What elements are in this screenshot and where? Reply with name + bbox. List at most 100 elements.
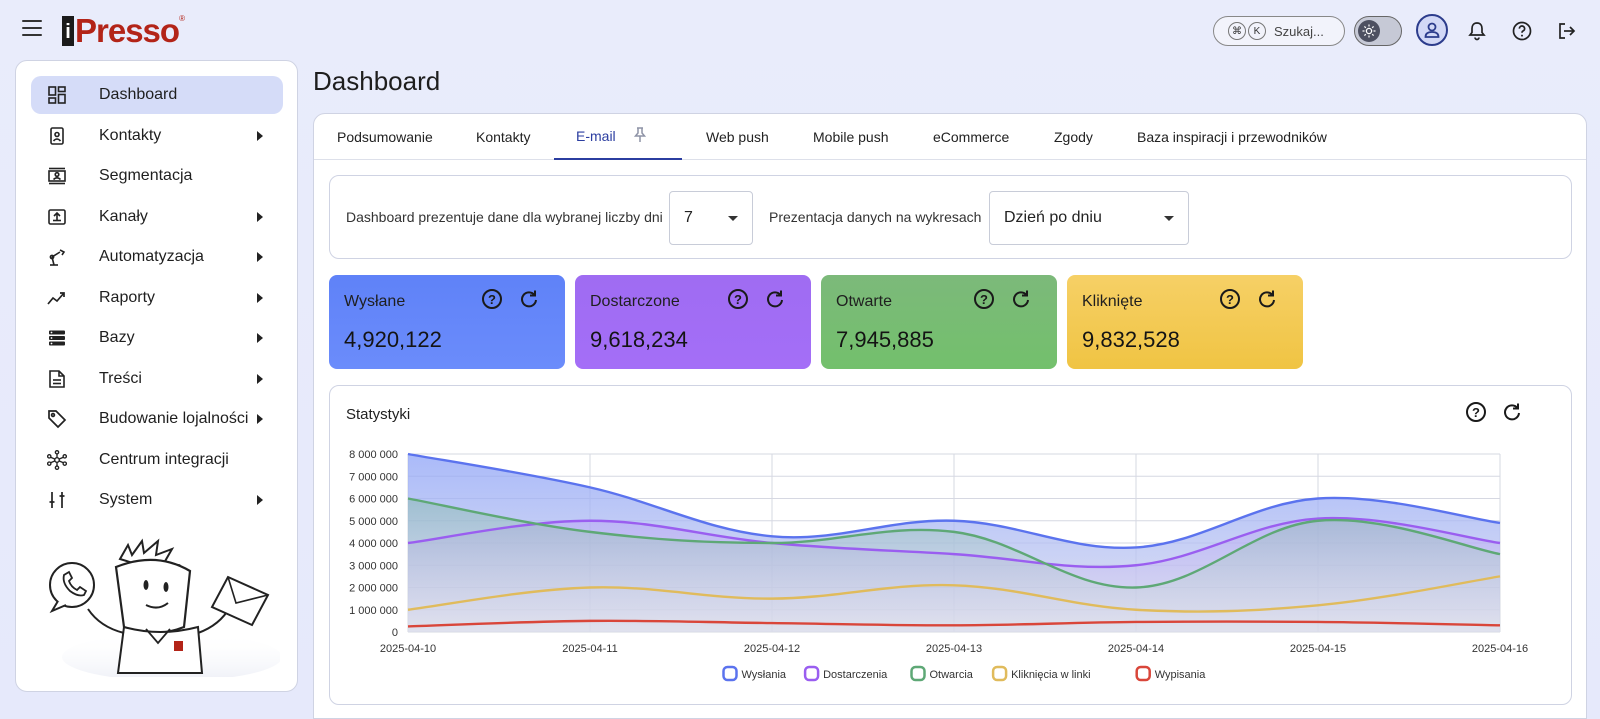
- sidebar-item-segmentacja[interactable]: Segmentacja: [31, 157, 283, 195]
- pin-icon[interactable]: [633, 126, 646, 146]
- help-icon[interactable]: ?: [974, 289, 994, 309]
- sidebar-item-label: Dashboard: [99, 86, 178, 103]
- refresh-icon[interactable]: [519, 289, 539, 314]
- sidebar-item-dashboard[interactable]: Dashboard: [31, 76, 283, 114]
- series-line-dostarczenia: [407, 516, 1501, 569]
- ipresso-logo[interactable]: i Presso ®: [62, 10, 185, 47]
- help-button[interactable]: [1507, 16, 1537, 46]
- series-line-klikni-cia-w-linki: [407, 575, 1501, 613]
- stat-value: 9,832,528: [1082, 327, 1180, 352]
- stat-title: Wysłane: [344, 293, 406, 310]
- help-icon[interactable]: ?: [1220, 289, 1240, 309]
- sidebar-item-label: Bazy: [99, 329, 135, 346]
- presentation-value: Dzień po dniu: [1004, 209, 1102, 226]
- help-icon[interactable]: ?: [1466, 402, 1486, 422]
- stat-value: 7,945,885: [836, 327, 934, 352]
- segmentation-icon: [47, 166, 67, 186]
- integration-icon: [47, 449, 67, 471]
- series-area-otwarcia: [408, 498, 1500, 632]
- y-tick-label: 4 000 000: [349, 538, 398, 550]
- tab-label: E-mail: [576, 128, 616, 144]
- sidebar-item-kontakty[interactable]: Kontakty: [31, 117, 283, 155]
- sidebar-item-bazy[interactable]: Bazy: [31, 319, 283, 357]
- sidebar-item-system[interactable]: System: [31, 481, 283, 519]
- sidebar-item-raporty[interactable]: Raporty: [31, 279, 283, 317]
- sidebar-item-label: Raporty: [99, 289, 156, 306]
- hamburger-menu-icon[interactable]: [22, 20, 42, 36]
- user-icon: [1424, 22, 1440, 38]
- days-label: Dashboard prezentuje dane dla wybranej l…: [346, 209, 663, 225]
- contacts-icon: [47, 126, 67, 146]
- stat-card-dostarczone: Dostarczone ? 9,618,234: [575, 275, 811, 369]
- search-label: Szukaj...: [1274, 23, 1324, 39]
- trend-icon: [47, 288, 67, 308]
- logout-icon: [1559, 23, 1576, 39]
- tab-kontakty[interactable]: Kontakty: [476, 129, 531, 145]
- legend-swatch: [803, 665, 820, 682]
- y-tick-label: 0: [392, 627, 398, 639]
- x-tick-label: 2025-04-13: [926, 643, 982, 655]
- tab-baza-inspiracji[interactable]: Baza inspiracji i przewodników: [1137, 129, 1327, 145]
- refresh-icon[interactable]: [1011, 289, 1031, 314]
- sun-icon: [1358, 20, 1380, 42]
- logout-button[interactable]: [1552, 16, 1582, 46]
- x-tick-label: 2025-04-14: [1108, 643, 1164, 655]
- y-tick-label: 1 000 000: [349, 605, 398, 617]
- sidebar-item-label: Segmentacja: [99, 167, 193, 184]
- stat-card-klikniete: Kliknięte ? 9,832,528: [1067, 275, 1303, 369]
- chevron-right-icon: [257, 333, 263, 343]
- tab-ecommerce[interactable]: eCommerce: [933, 129, 1010, 145]
- sidebar-item-budowanie-lojalnosci[interactable]: Budowanie lojalności: [31, 400, 283, 438]
- y-tick-label: 3 000 000: [349, 560, 398, 572]
- sidebar-item-label: Centrum integracji: [99, 451, 229, 468]
- legend-swatch: [722, 665, 738, 682]
- database-icon: [47, 328, 67, 348]
- sliders-icon: [47, 490, 67, 510]
- refresh-icon[interactable]: [1502, 402, 1522, 427]
- refresh-icon[interactable]: [1257, 289, 1277, 314]
- x-tick-label: 2025-04-10: [380, 643, 436, 655]
- logo-registered-mark: ®: [179, 14, 185, 23]
- tab-zgody[interactable]: Zgody: [1054, 129, 1093, 145]
- help-icon[interactable]: ?: [482, 289, 502, 309]
- legend-label: Kliknięcia w linki: [1011, 669, 1090, 681]
- bell-icon: [1468, 22, 1486, 41]
- tab-mobile-push[interactable]: Mobile push: [813, 129, 889, 145]
- sidebar-item-label: Kontakty: [99, 127, 162, 144]
- y-tick-label: 2 000 000: [349, 583, 398, 595]
- sidebar-item-label: Automatyzacja: [99, 248, 204, 265]
- legend-swatch: [1135, 665, 1151, 682]
- tab-podsumowanie[interactable]: Podsumowanie: [337, 129, 433, 145]
- statistics-chart-panel: 8 000 000 7 000 000 6 000 000 5 000 000 4 00…: [329, 385, 1572, 705]
- tab-web-push[interactable]: Web push: [706, 129, 769, 145]
- series-line-otwarcia: [407, 497, 1501, 589]
- sidebar-item-centrum-integracji[interactable]: Centrum integracji: [31, 441, 283, 479]
- legend-label: Otwarcia: [930, 669, 974, 681]
- refresh-icon[interactable]: [765, 289, 785, 314]
- sidebar-item-automatyzacja[interactable]: Automatyzacja: [31, 238, 283, 276]
- robot-arm-icon: [47, 247, 67, 267]
- sidebar-item-label: Treści: [99, 370, 142, 387]
- help-icon[interactable]: ?: [728, 289, 748, 309]
- help-icon: [1512, 21, 1532, 41]
- search-button[interactable]: ⌘ K Szukaj...: [1213, 16, 1345, 46]
- dashboard-icon: [47, 85, 67, 105]
- notifications-button[interactable]: [1462, 16, 1492, 46]
- stat-value: 4,920,122: [344, 327, 442, 352]
- theme-toggle[interactable]: [1354, 16, 1402, 46]
- days-select[interactable]: 7: [669, 191, 753, 245]
- chevron-right-icon: [257, 131, 263, 141]
- sidebar-item-tresci[interactable]: Treści: [31, 360, 283, 398]
- tag-icon: [47, 409, 67, 429]
- x-tick-label: 2025-04-12: [744, 643, 800, 655]
- series-line-wypisania: [407, 619, 1501, 628]
- presentation-select[interactable]: Dzień po dniu: [989, 191, 1189, 245]
- y-tick-label: 6 000 000: [349, 494, 398, 506]
- sidebar-item-kanaly[interactable]: Kanały: [31, 198, 283, 236]
- legend-label: Wysłania: [742, 669, 787, 681]
- tab-e-mail[interactable]: E-mail: [554, 114, 682, 160]
- caret-down-icon: [728, 216, 738, 221]
- user-account-button[interactable]: [1416, 14, 1448, 46]
- y-tick-label: 7 000 000: [349, 471, 398, 483]
- sidebar-item-label: Kanały: [99, 208, 148, 225]
